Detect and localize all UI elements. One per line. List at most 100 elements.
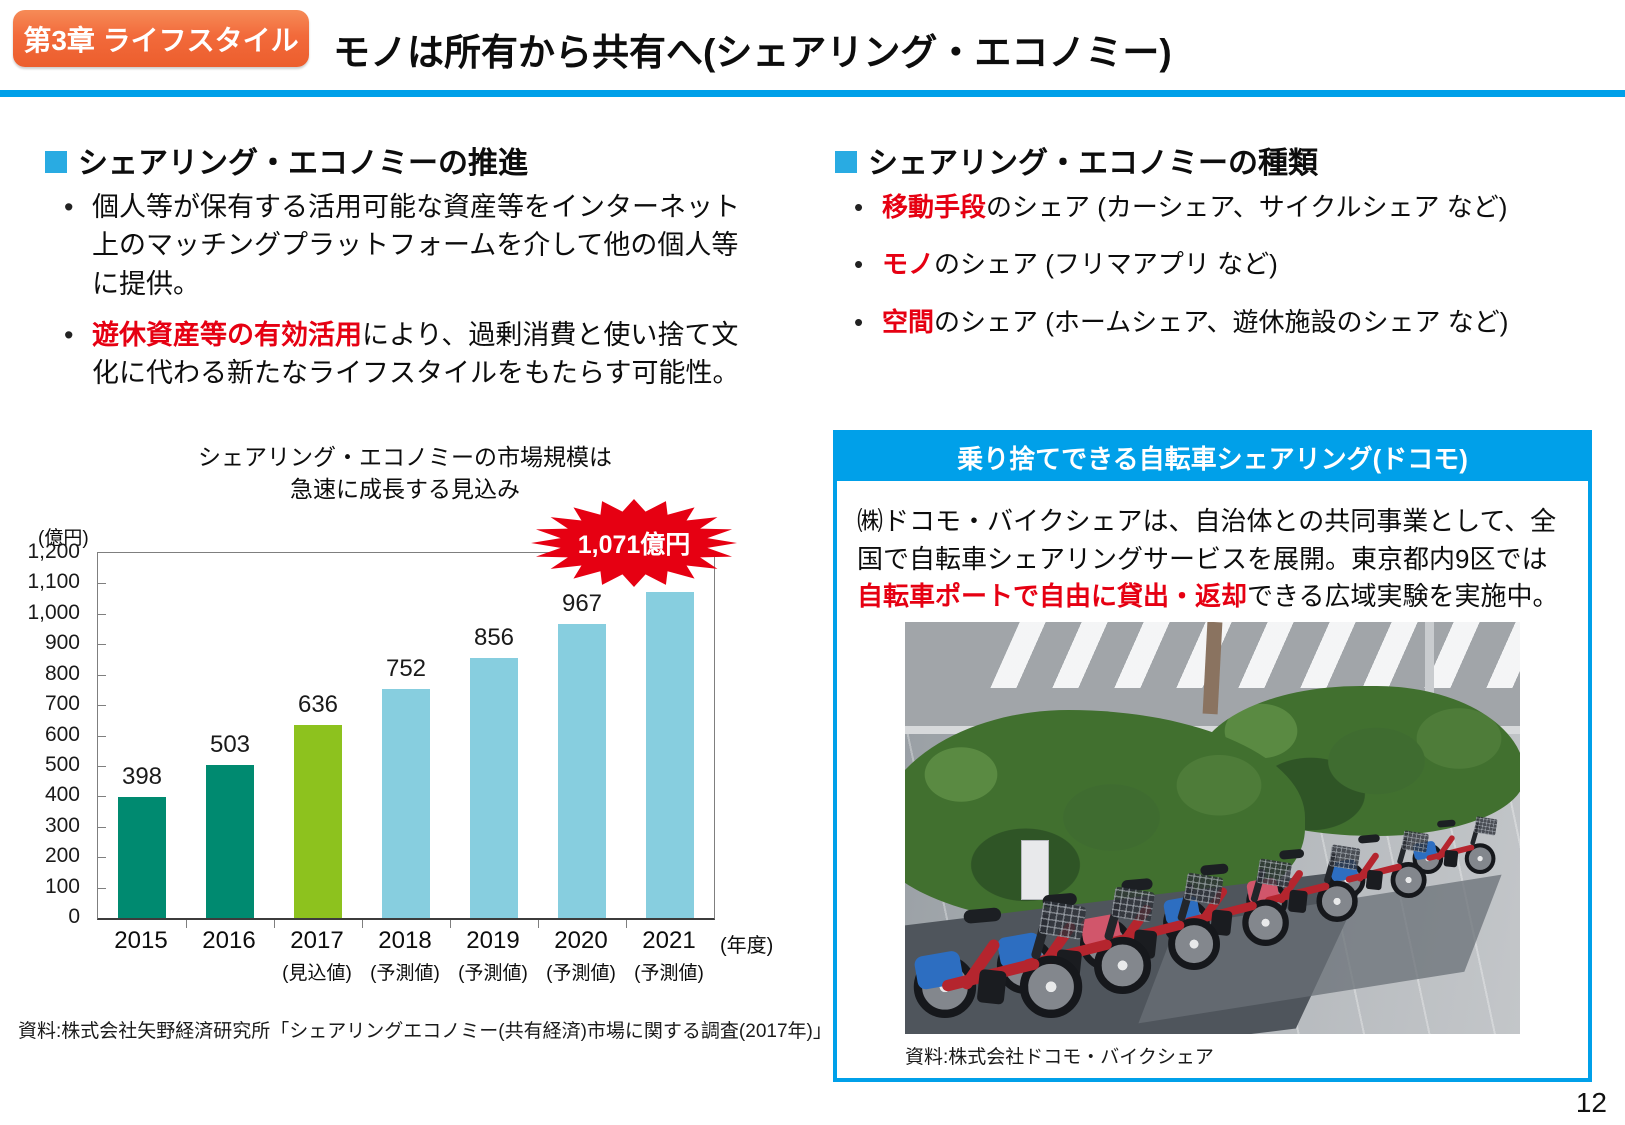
y-tick-label: 400 [44, 783, 80, 807]
bike-part-wheel [1242, 899, 1289, 946]
bar-value-label: 503 [209, 731, 251, 758]
y-tick-mark [98, 826, 106, 828]
chart-source: 資料:株式会社矢野経済研究所「シェアリングエコノミー(共有経済)市場に関する調査… [18, 1021, 832, 1042]
bike-part-motor [976, 968, 1007, 1005]
page-number: 12 [1575, 1087, 1607, 1118]
y-tick-label: 0 [68, 905, 80, 928]
y-tick-label: 200 [44, 844, 80, 868]
bike-part-seat [963, 907, 1002, 924]
x-tick: 2021 (予測値) [625, 927, 713, 985]
y-tick-label: 600 [44, 722, 80, 746]
x-tick-year: 2016 [202, 927, 256, 954]
bullet-text: 個人等が保有する活用可能な資産等をインターネット上のマッチングプラットフォームを… [92, 192, 740, 299]
bullet-text: により、過剰消費と使い捨て文化に代わる新たなライフスタイルをもたらす可能性。 [92, 319, 740, 389]
list-item: 空間のシェア (ホームシェア、遊休施設のシェア など) [852, 305, 1625, 340]
bike-part-basket [1183, 872, 1224, 906]
chart-title-line2: 急速に成長する見込み [290, 476, 520, 503]
y-tick-label: 1,000 [27, 600, 80, 624]
bar-2016 [206, 765, 254, 918]
y-tick-label: 1,100 [27, 570, 80, 594]
bar-2015 [118, 797, 166, 918]
y-tick-mark [98, 765, 106, 767]
pole-illustration [1425, 622, 1434, 752]
bullet-text: のシェア (フリマアプリ など) [934, 249, 1278, 280]
y-tick-mark [98, 735, 106, 737]
heading-square-icon [835, 150, 857, 173]
left-section-heading-label: シェアリング・エコノミーの推進 [78, 147, 528, 180]
box-header: 乗り捨てできる自転車シェアリング(ドコモ) [837, 434, 1588, 481]
x-tick: 2019 (予測値) [449, 927, 537, 985]
bullet-text: のシェア (ホームシェア、遊休施設のシェア など) [934, 306, 1509, 337]
x-tick-mark [274, 920, 275, 928]
bike-part-seat [1357, 834, 1381, 844]
x-axis-labels: 2015 2016 2017 (見込値) 2018 (予測値) 2019 (予測値) 2020 (… [97, 927, 713, 985]
bike-part-basket [1256, 858, 1293, 888]
bike-part-motor [1443, 849, 1459, 868]
left-section-heading: シェアリング・エコノミーの推進 [45, 138, 528, 182]
y-tick-label: 100 [44, 874, 80, 898]
chart-plot: 398 503 636 752 856 967 [97, 552, 715, 928]
bike-part-motor [1365, 869, 1384, 891]
x-tick: 2015 [97, 927, 185, 985]
header-divider [0, 90, 1625, 97]
y-tick-mark [98, 857, 106, 859]
bike-part-basket [1473, 816, 1498, 836]
y-tick-mark [98, 796, 106, 798]
y-tick-label: 900 [44, 631, 80, 655]
box-body-highlight: 自転車ポートで自由に貸出・返却 [857, 581, 1248, 612]
list-item: モノのシェア (フリマアプリ など) [852, 247, 1625, 282]
x-tick-mark [450, 920, 451, 928]
box-body-text: ㈱ドコモ・バイクシェアは、自治体との共同事業として、全国で自転車シェアリングサー… [857, 506, 1557, 574]
x-tick-year: 2019 [466, 927, 520, 954]
left-bullet-list: 個人等が保有する活用可能な資産等をインターネット上のマッチングプラットフォームを… [60, 188, 750, 406]
x-tick-year: 2020 [554, 927, 608, 954]
list-item: 遊休資産等の有効活用により、過剰消費と使い捨て文化に代わる新たなライフスタイルを… [60, 316, 750, 393]
chart-title-line1: シェアリング・エコノミーの市場規模は [198, 444, 612, 470]
bar-value-label: 856 [473, 624, 515, 651]
y-tick-mark [98, 644, 106, 646]
photo-caption: 資料:株式会社ドコモ・バイクシェア [905, 1047, 1214, 1068]
y-axis-unit-label: (億円) [38, 528, 89, 549]
y-tick-mark [98, 583, 106, 585]
y-tick-mark [98, 705, 106, 707]
x-tick-sublabel: (予測値) [458, 963, 528, 984]
y-tick-mark [98, 887, 106, 889]
bar-value-label: 967 [561, 590, 603, 617]
bar-2019 [470, 658, 518, 918]
post-illustration [1021, 840, 1049, 900]
list-item: 移動手段のシェア (カーシェア、サイクルシェア など) [852, 190, 1625, 225]
y-tick-label: 700 [44, 692, 80, 716]
bar-value-label: 398 [121, 763, 163, 790]
right-section-heading-label: シェアリング・エコノミーの種類 [868, 147, 1318, 180]
x-tick-mark [626, 920, 627, 928]
chart-title: シェアリング・エコノミーの市場規模は 急速に成長する見込み [95, 441, 715, 505]
bar-2017 [294, 725, 342, 918]
x-tick-sublabel: (予測値) [546, 963, 616, 984]
bush-illustration [905, 710, 1305, 925]
bar-2020 [558, 624, 606, 918]
x-tick-sublabel: (見込値) [282, 963, 352, 984]
box-body-text: できる広域実験を実施中。 [1247, 581, 1559, 612]
box-body: ㈱ドコモ・バイクシェアは、自治体との共同事業として、全国で自転車シェアリングサー… [837, 481, 1588, 616]
bullet-highlight: モノ [882, 249, 935, 280]
list-item: 個人等が保有する活用可能な資産等をインターネット上のマッチングプラットフォームを… [60, 188, 750, 303]
bullet-highlight: 遊休資産等の有効活用 [92, 319, 362, 350]
x-tick-year: 2015 [114, 927, 168, 954]
y-tick-label: 800 [44, 661, 80, 685]
x-tick-year: 2021 [642, 927, 696, 954]
y-tick-mark [98, 674, 106, 676]
y-tick-label: 300 [44, 813, 80, 837]
x-tick-sublabel: (予測値) [634, 963, 704, 984]
x-tick: 2016 [185, 927, 273, 985]
x-axis-suffix: (年度) [720, 935, 774, 957]
x-tick-sublabel: (予測値) [370, 963, 440, 984]
x-tick-year: 2018 [378, 927, 432, 954]
starburst-label: 1,071億円 [577, 531, 691, 559]
x-tick: 2018 (予測値) [361, 927, 449, 985]
y-tick-mark [98, 613, 106, 615]
right-section-heading: シェアリング・エコノミーの種類 [835, 138, 1318, 182]
heading-square-icon [45, 150, 67, 173]
bar-value-label: 752 [385, 655, 427, 682]
y-tick-label: 1,200 [27, 540, 80, 563]
